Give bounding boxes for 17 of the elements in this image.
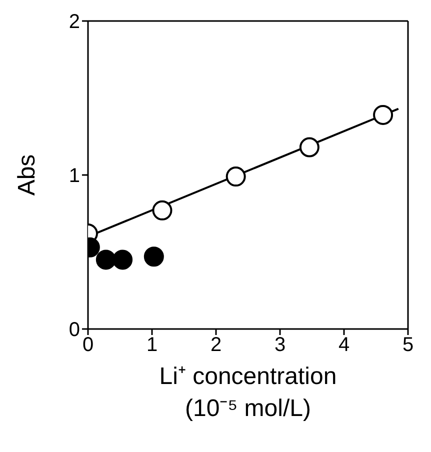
point: [152, 200, 172, 220]
point: [299, 137, 320, 158]
x-tick-label: 2: [210, 334, 222, 356]
x-tick-label: 4: [338, 334, 350, 356]
y-axis-title: Abs: [14, 154, 41, 196]
x-axis-title: Li⁺ concentration (10⁻⁵ mol/L): [159, 363, 337, 422]
x-tick-label: 3: [274, 334, 286, 356]
y-tick-label: 1: [68, 165, 80, 188]
x-tick-label: 1: [146, 334, 158, 356]
point: [96, 250, 116, 270]
point: [112, 250, 133, 270]
y-tick-label: 0: [68, 319, 80, 342]
x-tick-label: 5: [402, 334, 414, 356]
y-tick-label: 2: [68, 11, 80, 34]
point: [373, 104, 394, 125]
point: [144, 246, 164, 267]
point: [226, 166, 246, 187]
